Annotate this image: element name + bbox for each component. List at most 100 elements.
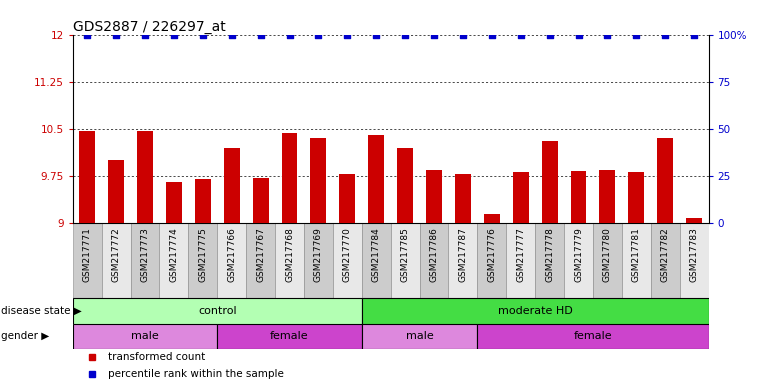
Bar bbox=[218, 223, 246, 298]
Text: GSM217775: GSM217775 bbox=[198, 227, 208, 282]
Text: GSM217785: GSM217785 bbox=[401, 227, 410, 282]
Point bbox=[486, 31, 498, 38]
Point bbox=[225, 31, 237, 38]
Text: GSM217769: GSM217769 bbox=[314, 227, 323, 282]
Bar bbox=[362, 324, 477, 349]
Point bbox=[630, 31, 643, 38]
Text: GSM217777: GSM217777 bbox=[516, 227, 525, 282]
Text: GSM217784: GSM217784 bbox=[372, 227, 381, 281]
Text: GSM217780: GSM217780 bbox=[603, 227, 612, 282]
Text: disease state ▶: disease state ▶ bbox=[1, 306, 81, 316]
Text: GSM217786: GSM217786 bbox=[430, 227, 438, 282]
Text: GSM217781: GSM217781 bbox=[632, 227, 641, 282]
Bar bbox=[339, 174, 355, 223]
Bar bbox=[600, 170, 615, 223]
Bar bbox=[195, 179, 211, 223]
Text: control: control bbox=[198, 306, 237, 316]
Text: GSM217773: GSM217773 bbox=[140, 227, 149, 282]
Bar bbox=[564, 223, 593, 298]
Point bbox=[341, 31, 353, 38]
Text: GSM217768: GSM217768 bbox=[285, 227, 294, 282]
Text: GSM217776: GSM217776 bbox=[487, 227, 496, 282]
Bar bbox=[362, 298, 709, 324]
Bar bbox=[333, 223, 362, 298]
Text: GSM217767: GSM217767 bbox=[256, 227, 265, 282]
Point bbox=[544, 31, 556, 38]
Point bbox=[688, 31, 700, 38]
Point bbox=[139, 31, 151, 38]
Bar bbox=[159, 223, 188, 298]
Bar bbox=[224, 148, 240, 223]
Bar bbox=[102, 223, 130, 298]
Bar bbox=[282, 133, 297, 223]
Point bbox=[515, 31, 527, 38]
Bar bbox=[679, 223, 709, 298]
Point bbox=[399, 31, 411, 38]
Point bbox=[601, 31, 614, 38]
Bar bbox=[651, 223, 679, 298]
Point bbox=[110, 31, 123, 38]
Bar bbox=[310, 138, 326, 223]
Text: GSM217779: GSM217779 bbox=[574, 227, 583, 282]
Bar bbox=[628, 172, 644, 223]
Bar bbox=[535, 223, 564, 298]
Text: gender ▶: gender ▶ bbox=[1, 331, 49, 341]
Point bbox=[428, 31, 440, 38]
Bar bbox=[622, 223, 651, 298]
Bar bbox=[477, 324, 709, 349]
Bar bbox=[304, 223, 333, 298]
Bar bbox=[137, 131, 153, 223]
Point bbox=[283, 31, 296, 38]
Bar bbox=[506, 223, 535, 298]
Text: transformed count: transformed count bbox=[108, 352, 205, 362]
Text: GSM217774: GSM217774 bbox=[169, 227, 178, 281]
Bar bbox=[362, 223, 391, 298]
Point bbox=[197, 31, 209, 38]
Text: GSM217783: GSM217783 bbox=[689, 227, 699, 282]
Bar bbox=[188, 223, 218, 298]
Text: GSM217778: GSM217778 bbox=[545, 227, 554, 282]
Point bbox=[572, 31, 584, 38]
Point bbox=[254, 31, 267, 38]
Bar bbox=[484, 214, 499, 223]
Text: GSM217782: GSM217782 bbox=[661, 227, 669, 281]
Bar bbox=[368, 135, 385, 223]
Bar bbox=[79, 131, 95, 223]
Point bbox=[659, 31, 671, 38]
Bar bbox=[426, 170, 442, 223]
Text: female: female bbox=[574, 331, 612, 341]
Text: GSM217772: GSM217772 bbox=[112, 227, 120, 281]
Bar bbox=[542, 141, 558, 223]
Text: male: male bbox=[406, 331, 434, 341]
Bar bbox=[391, 223, 420, 298]
Text: GSM217766: GSM217766 bbox=[228, 227, 236, 282]
Point bbox=[370, 31, 382, 38]
Text: GSM217771: GSM217771 bbox=[83, 227, 92, 282]
Point bbox=[168, 31, 180, 38]
Bar bbox=[397, 148, 413, 223]
Text: percentile rank within the sample: percentile rank within the sample bbox=[108, 369, 283, 379]
Bar bbox=[73, 324, 218, 349]
Bar bbox=[455, 174, 471, 223]
Point bbox=[81, 31, 93, 38]
Bar bbox=[73, 223, 102, 298]
Bar bbox=[477, 223, 506, 298]
Bar bbox=[420, 223, 448, 298]
Point bbox=[313, 31, 325, 38]
Bar bbox=[246, 223, 275, 298]
Bar bbox=[571, 171, 587, 223]
Bar bbox=[166, 182, 182, 223]
Bar bbox=[593, 223, 622, 298]
Bar bbox=[686, 218, 702, 223]
Point bbox=[457, 31, 469, 38]
Text: GSM217787: GSM217787 bbox=[458, 227, 467, 282]
Bar bbox=[108, 160, 124, 223]
Bar bbox=[512, 172, 529, 223]
Bar bbox=[253, 178, 269, 223]
Bar bbox=[218, 324, 362, 349]
Text: moderate HD: moderate HD bbox=[498, 306, 572, 316]
Text: GDS2887 / 226297_at: GDS2887 / 226297_at bbox=[73, 20, 225, 33]
Bar bbox=[448, 223, 477, 298]
Text: female: female bbox=[270, 331, 309, 341]
Text: GSM217770: GSM217770 bbox=[343, 227, 352, 282]
